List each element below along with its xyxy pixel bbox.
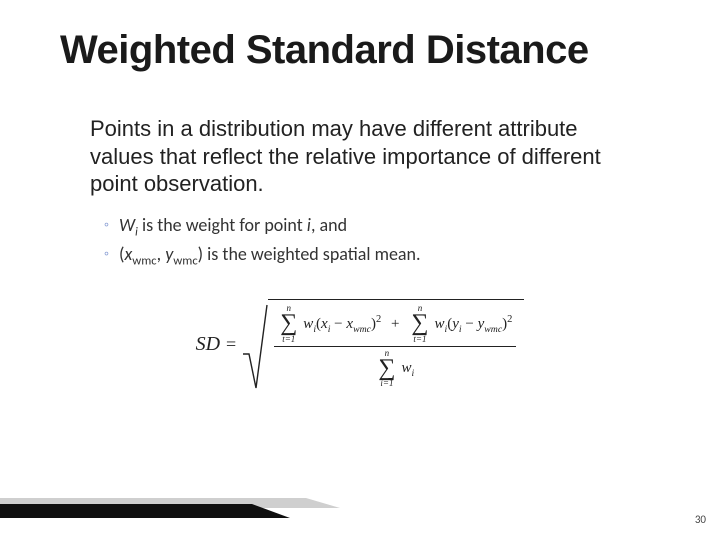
numerator: n ∑ t=1 wi(xi − xwmc)2 + n ∑ t (274, 304, 516, 344)
slide-title: Weighted Standard Distance (60, 28, 660, 73)
formula: SD = n ∑ t=1 (196, 299, 525, 390)
slide: Weighted Standard Distance Points in a d… (0, 0, 720, 540)
radical-icon (242, 299, 268, 390)
slide-accent (0, 490, 360, 518)
sigma-icon: n ∑ t=1 (411, 304, 428, 344)
equals-sign: = (226, 334, 236, 355)
formula-container: SD = n ∑ t=1 (60, 299, 660, 390)
body-paragraph: Points in a distribution may have differ… (90, 115, 630, 198)
accent-bar-dark (0, 504, 290, 518)
bullet-list: ◦ Wi is the weight for point i, and ◦ (x… (104, 212, 660, 272)
fraction-bar (274, 346, 516, 347)
fraction: n ∑ t=1 wi(xi − xwmc)2 + n ∑ t (274, 304, 516, 388)
list-item: ◦ (xwmc, ywmc) is the weighted spatial m… (104, 241, 660, 271)
square-root: n ∑ t=1 wi(xi − xwmc)2 + n ∑ t (242, 299, 524, 390)
formula-label: SD (196, 333, 220, 356)
sigma-icon: n ∑ t=1 (280, 304, 297, 344)
term-wi: wi (401, 360, 414, 376)
list-item: ◦ Wi is the weight for point i, and (104, 212, 660, 242)
term-wx: wi(xi − xwmc)2 (303, 316, 385, 332)
bullet-text: Wi is the weight for point i, and (119, 212, 347, 242)
bullet-marker-icon: ◦ (104, 215, 109, 235)
bullet-text: (xwmc, ywmc) is the weighted spatial mea… (119, 241, 421, 271)
denominator: n ∑ i=1 wi (372, 349, 418, 389)
page-number: 30 (695, 513, 706, 526)
sigma-icon: n ∑ i=1 (378, 349, 395, 389)
bullet-marker-icon: ◦ (104, 244, 109, 264)
term-wy: wi(yi − ywmc)2 (435, 316, 513, 332)
